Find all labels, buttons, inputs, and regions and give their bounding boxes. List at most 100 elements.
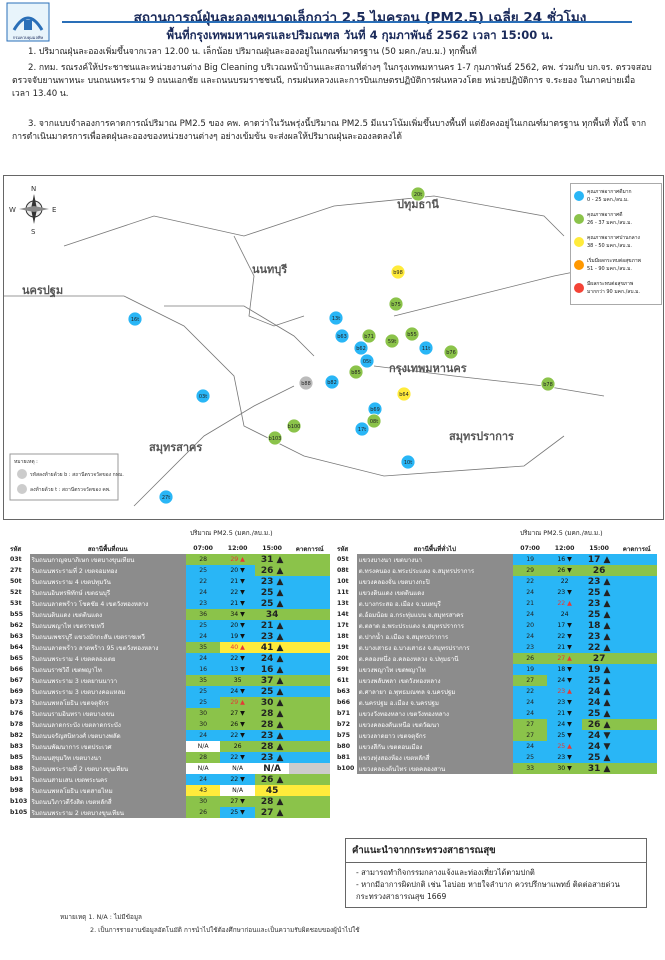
forecast-cell [289,785,330,796]
value-1500: 28 ▲ [254,796,290,807]
legend-range: มากกว่า 90 มคก./ลบ.ม. [587,288,640,295]
forecast-cell [289,697,330,708]
value-0700: 35 [185,642,221,653]
station-code: b64 [10,644,24,651]
value-0700: 24 [185,631,221,642]
svg-text:S: S [31,228,36,236]
station-marker-16t [127,311,143,327]
station-markers: 20t b98 b75 13t 11t b76 b55 b78 b71 b62 b64 05t b88 b… [127,186,556,505]
value-1200: 22 ▼ [547,631,582,642]
legend-label: มีผลกระทบต่อสุขภาพ [587,280,634,287]
legend-label: เริ่มมีผลกระทบต่อสุขภาพ [587,257,641,264]
svg-text:E: E [52,206,56,214]
value-1200: 20 ▼ [220,620,255,631]
value-1200: 26 [220,741,255,752]
value-1200: 22 ▲ [547,598,582,609]
station-name: ริมถนนจรัญสนิทวงศ์ เขตบางพลัด [29,730,186,741]
station-name: ริมถนนพระราม 4 เขตคลองเตย [29,653,186,664]
region-nakhonpathom: นครปฐม [22,284,63,298]
station-code: b98 [10,787,24,794]
legend-label: คุณภาพอากาศปานกลาง [587,234,640,241]
value-0700: 27 [512,675,548,686]
station-marker-08t [366,413,382,429]
map-note-box [9,453,119,501]
station-name: ริมถนนพระราม 3 เขตยานนาวา [29,675,186,686]
value-1200: 21 ▼ [547,642,582,653]
station-code: b88 [10,765,24,772]
station-code: b83 [10,743,24,750]
value-0700: 24 [512,708,548,719]
legend-item: มีผลกระทบต่อสุขภาพ มากกว่า 90 มคก./ลบ.ม. [571,276,661,299]
table-row: b66 ต.นครปฐม อ.เมือง จ.นครปฐม 24 23 ▼ 24 ▲ [335,697,657,708]
station-marker-label: b76 [446,350,456,356]
value-1200: 23 ▼ [547,697,582,708]
table-row: b71 แขวงวังทองหลาง เขตวังทองหลาง 24 21 ▼ 25 … [335,708,657,719]
station-code: 18t [337,633,349,640]
roadside-station-table: รหัส สถานีพื้นที่ถนน 07:00 12:00 15:00 ค… [8,543,330,818]
station-name: ริมถนนสุขุมวิท เขตบางนา [29,752,186,763]
forecast-cell [616,609,657,620]
station-marker-b88 [298,375,314,391]
forecast-cell [616,741,657,752]
value-0700: 19 [512,554,548,565]
forecast-cell [616,642,657,653]
table-row: 19t ต.บางเสาธง อ.บางเสาธง จ.สมุทรปราการ 23… [335,642,657,653]
table-row: b69 ริมถนนพระราม 3 เขตบางคอแหลม 25 24 ▼ 25 ▲ [8,686,330,697]
table-row: b76 ริมถนนรามอินทรา เขตบางเขน 30 27 ▼ 28 ▲ [8,708,330,719]
footnote-1: หมายเหตุ 1. N/A : ไม่มีข้อมูล [60,913,142,921]
value-1500: 24 ▲ [581,697,617,708]
value-1500: 23 ▲ [254,752,290,763]
value-1200: 29 ▲ [220,697,255,708]
legend-color-dot [574,213,584,224]
value-1500: 23 ▲ [581,576,617,587]
station-code: 05t [337,556,349,563]
station-marker-label: b85 [351,370,361,376]
region-pathum: ปทุมธานี [397,198,439,212]
station-marker-label: 27t [162,495,170,501]
forecast-cell [616,554,657,565]
map-note-1: รหัสลงท้ายด้วย b : สถานีตรวจวัดของ กทม. [30,471,124,478]
station-marker-05t [359,353,375,369]
table-row: 10t แขวงคลองจั่น เขตบางกะปิ 22 22 23 ▲ [335,576,657,587]
value-1200: 21 ▼ [220,598,255,609]
value-1200: 23 ▲ [547,686,582,697]
title-underline [62,21,632,23]
map-canvas: ปทุมธานี นนทบุรี นครปฐม กรุงเทพมหานคร สม… [4,185,605,507]
value-1200: 26 ▼ [547,565,582,576]
region-nonthaburi: นนทบุรี [252,263,287,277]
table-row: b72 แขวงคลองตันเหนือ เขตวัฒนา 27 24 ▼ 26 ▲ [335,719,657,730]
forecast-cell [289,741,330,752]
station-name: แขวงคลองต้นไทร เขตคลองสาน [356,763,513,774]
value-1200: 25 ▲ [547,741,582,752]
value-0700: 26 [512,653,548,664]
station-code: 59t [337,666,349,673]
station-marker-17t [354,421,370,437]
forecast-cell [289,719,330,730]
region-bangkok: กรุงเทพมหานคร [389,362,467,376]
table-row: 18t ต.ปากน้ำ อ.เมือง จ.สมุทรปราการ 24 22 ▼ 2… [335,631,657,642]
station-name: แขวงทุ่งสองห้อง เขตหลักสี่ [356,752,513,763]
station-marker-label: b98 [393,270,403,276]
forecast-cell [616,686,657,697]
station-marker-label: 05t [363,359,371,365]
value-1500: 23 ▲ [254,730,290,741]
station-name: ริมถนนพหลโยธิน เขตสายไหม [29,785,186,796]
value-1200: 13 ▼ [220,664,255,675]
station-name: ริมถนนพญาไท เขตราชเทวี [29,620,186,631]
station-marker-label: b82 [327,380,337,386]
station-code: b103 [10,798,28,805]
station-marker-label: 08t [370,419,378,425]
value-1200: 29 ▲ [220,554,255,565]
value-0700: 25 [185,686,221,697]
value-0700: 24 [512,587,548,598]
station-marker-27t [158,489,174,505]
station-marker-b85 [348,364,364,380]
table-row: 27t ริมถนนพระรามที่ 2 เขตจอมทอง 25 20 ▼ 26 ▲ [8,565,330,576]
station-marker-b62 [353,340,369,356]
table-row: b78 ริมถนนลาดกระบัง เขตลาดกระบัง 30 26 ▼ 28 … [8,719,330,730]
value-0700: 24 [512,697,548,708]
station-name: ริมถนนดินแดง เขตดินแดง [29,609,186,620]
station-name: ต.คลองหนึ่ง อ.คลองหลวง จ.ปทุมธานี [356,653,513,664]
value-0700: 33 [512,763,548,774]
forecast-cell [616,708,657,719]
